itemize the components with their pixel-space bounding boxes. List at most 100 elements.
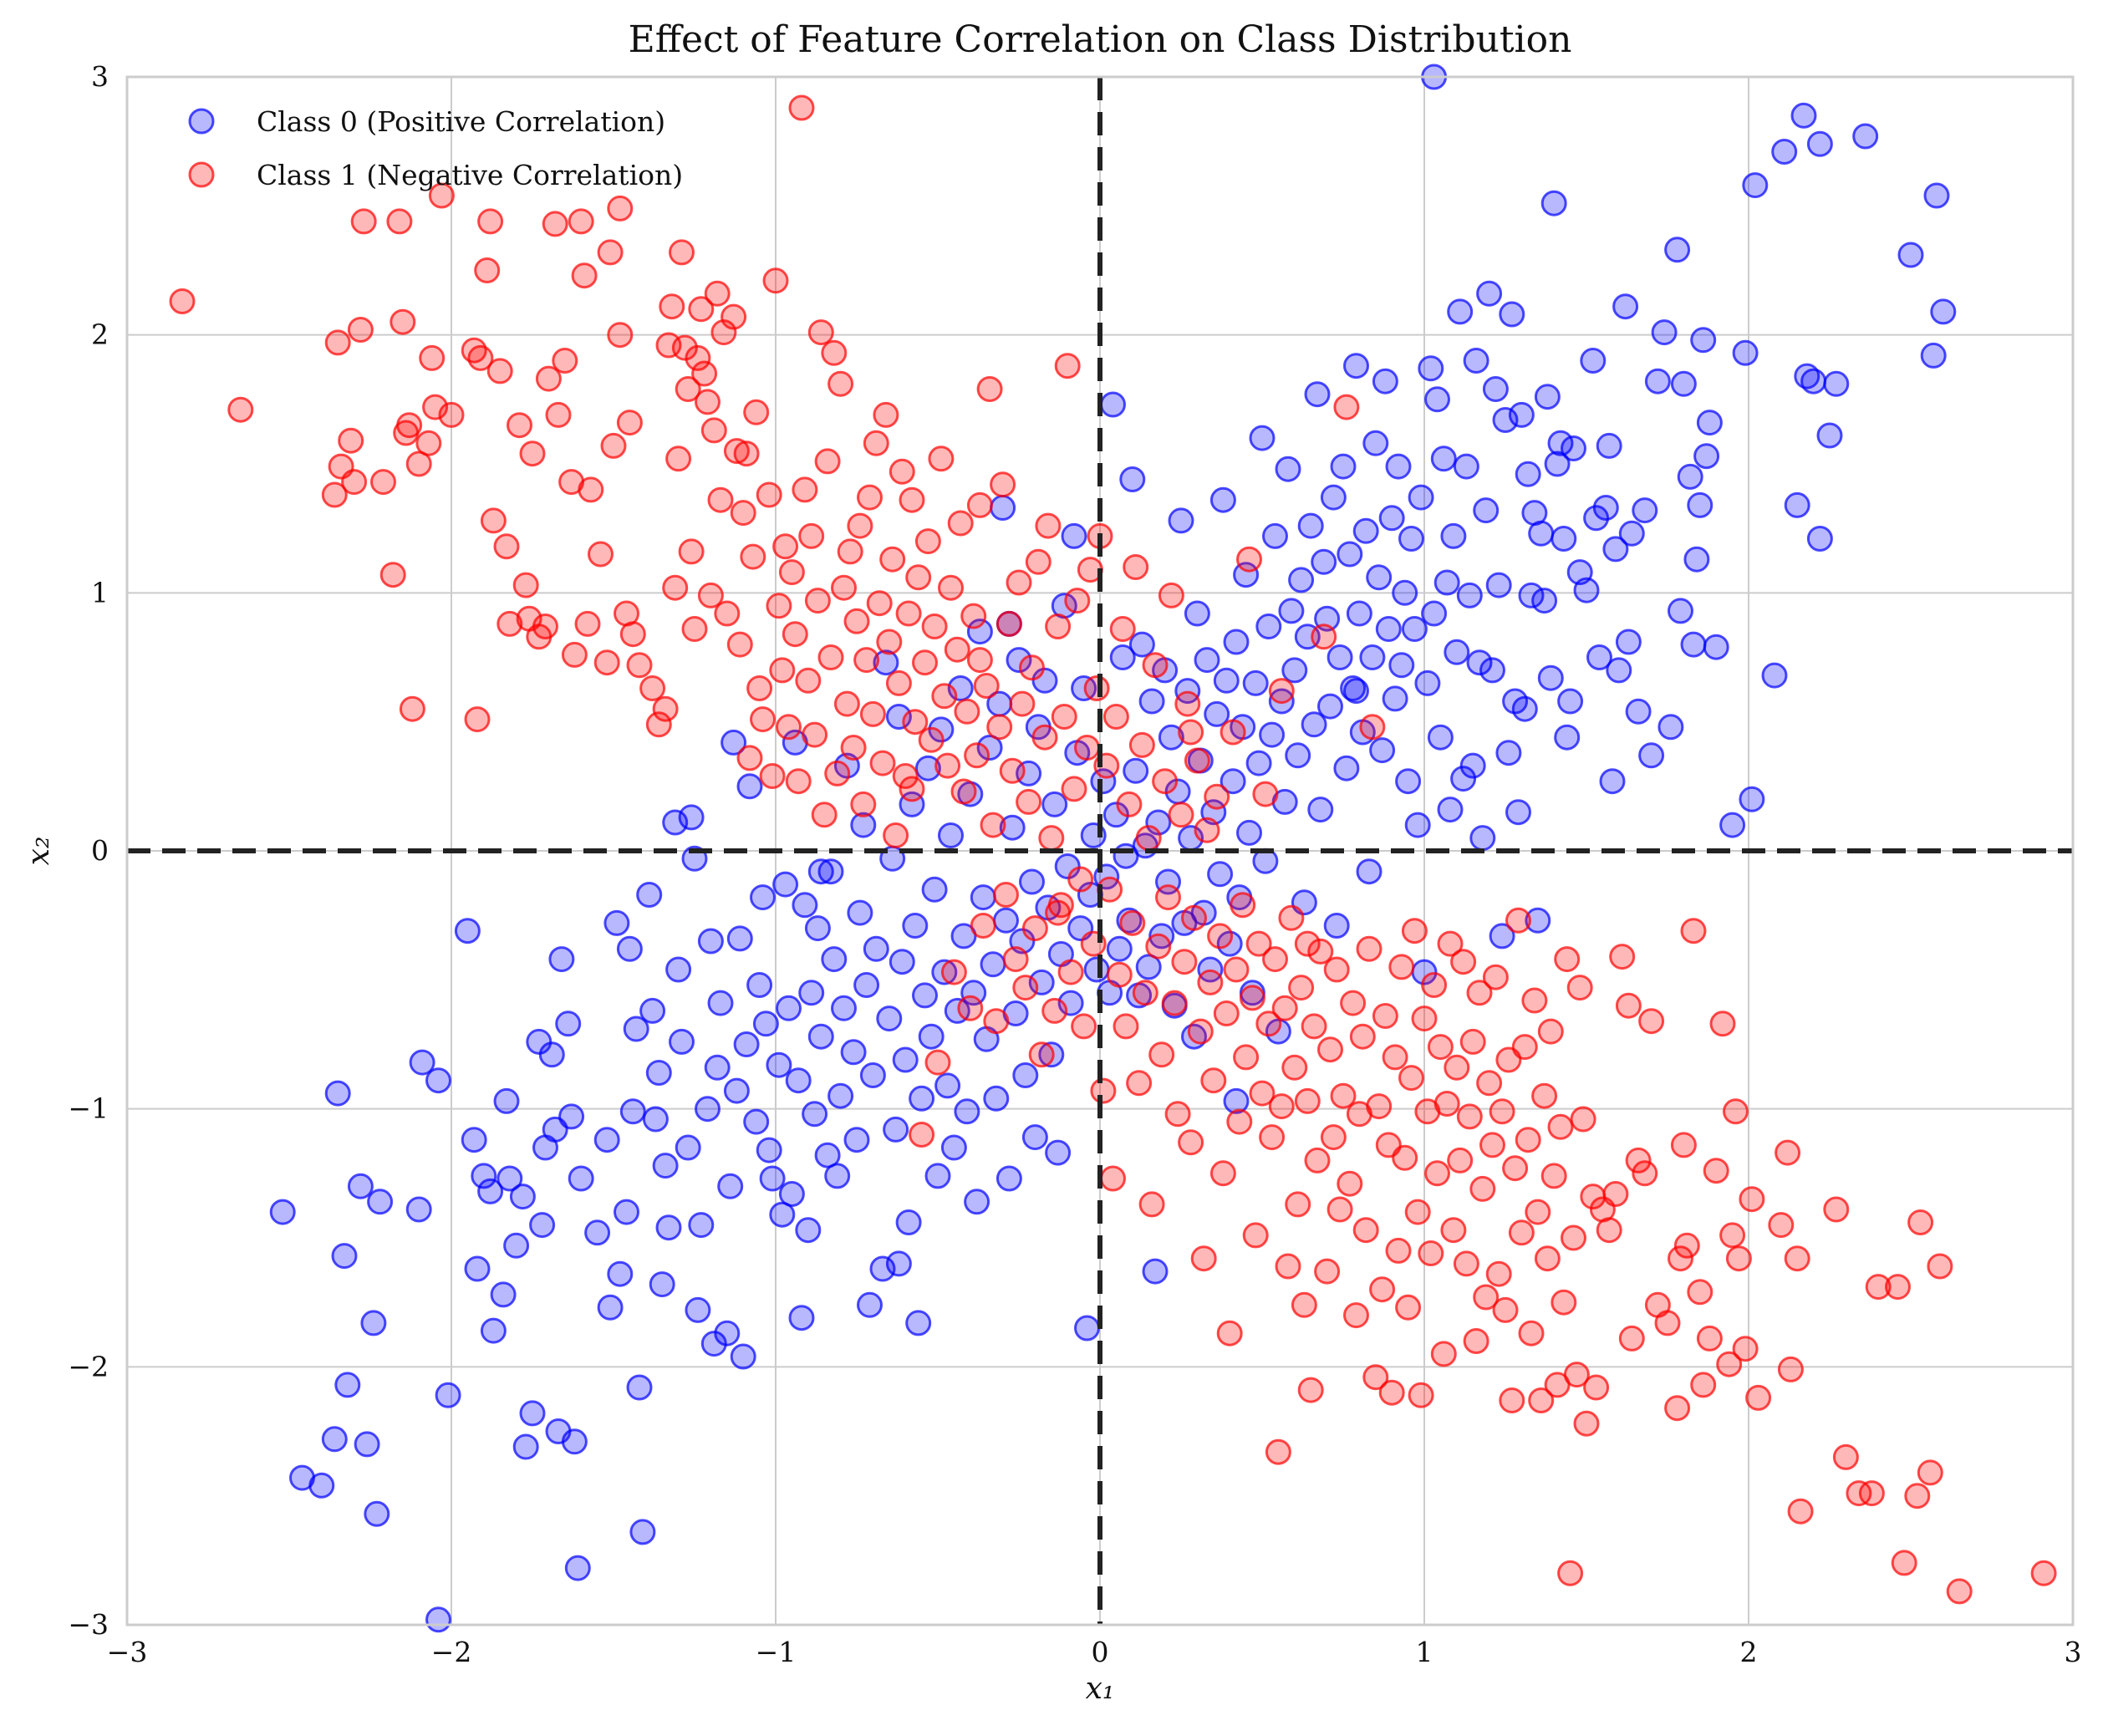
point-class-1: [934, 752, 961, 779]
point-class-1: [1615, 992, 1642, 1019]
point-class-1: [1537, 1018, 1564, 1045]
point-class-0: [1209, 486, 1236, 513]
point-class-1: [817, 644, 844, 670]
point-class-0: [1223, 1087, 1250, 1114]
point-class-1: [1226, 1108, 1253, 1135]
point-class-0: [1547, 430, 1574, 456]
point-class-1: [957, 995, 984, 1021]
point-class-1: [960, 603, 987, 629]
point-class-1: [1618, 1325, 1645, 1352]
point-class-0: [1019, 868, 1045, 895]
point-class-1: [1680, 918, 1707, 944]
point-class-0: [1278, 598, 1305, 624]
point-class-1: [859, 700, 886, 727]
point-class-0: [821, 946, 848, 973]
point-class-0: [1638, 742, 1665, 769]
point-class-0: [1447, 298, 1474, 325]
point-class-0: [843, 1127, 870, 1153]
point-class-0: [1463, 348, 1489, 374]
point-class-0: [730, 1343, 756, 1370]
point-class-0: [678, 804, 705, 831]
point-class-1: [399, 695, 425, 722]
point-class-1: [1123, 554, 1149, 580]
point-class-0: [1106, 935, 1133, 962]
point-class-1: [1106, 961, 1133, 988]
series-class-1: [169, 94, 2057, 1605]
point-class-0: [616, 935, 643, 962]
point-class-0: [509, 1184, 536, 1210]
point-class-1: [1573, 1410, 1600, 1437]
point-class-1: [552, 348, 578, 374]
point-class-0: [980, 951, 1006, 978]
point-class-1: [750, 706, 776, 733]
point-class-0: [1485, 572, 1512, 598]
point-class-0: [1311, 548, 1337, 575]
point-class-0: [873, 649, 899, 676]
point-class-1: [1128, 731, 1155, 758]
point-class-1: [876, 629, 903, 655]
point-class-1: [1190, 1245, 1217, 1272]
point-class-1: [954, 698, 980, 725]
point-class-0: [1100, 391, 1126, 418]
point-class-0: [1923, 182, 1950, 209]
point-class-0: [1320, 484, 1347, 511]
point-class-0: [1525, 907, 1551, 934]
point-class-0: [1680, 631, 1707, 658]
point-class-1: [827, 370, 854, 397]
point-class-1: [1113, 1013, 1139, 1040]
point-class-0: [759, 1165, 786, 1192]
point-class-0: [1343, 678, 1369, 705]
point-class-1: [486, 358, 513, 384]
point-class-0: [918, 1023, 945, 1050]
point-class-1: [1349, 1023, 1376, 1050]
y-tick-label: −3: [68, 1608, 109, 1641]
point-class-1: [710, 319, 737, 346]
point-class-1: [1463, 1328, 1489, 1354]
point-class-1: [1071, 1013, 1097, 1040]
point-class-0: [425, 1606, 451, 1633]
point-class-0: [750, 884, 776, 911]
point-class-1: [1369, 1276, 1396, 1303]
point-class-0: [1670, 370, 1697, 397]
point-class-0: [798, 980, 825, 1006]
point-class-0: [685, 1296, 711, 1323]
point-class-0: [1561, 435, 1586, 461]
legend-marker-class-1: [188, 161, 215, 188]
point-class-1: [545, 401, 572, 428]
point-class-1: [1025, 548, 1052, 575]
point-class-0: [700, 1331, 727, 1357]
point-class-0: [1440, 522, 1467, 549]
point-class-0: [688, 1212, 715, 1239]
point-class-0: [1297, 512, 1324, 539]
point-class-0: [558, 1103, 585, 1130]
point-class-1: [1028, 1041, 1055, 1068]
point-class-0: [555, 1011, 582, 1037]
point-class-0: [1021, 1124, 1048, 1151]
point-class-0: [1515, 461, 1541, 487]
point-class-1: [338, 427, 364, 454]
point-class-1: [811, 802, 838, 828]
point-class-1: [571, 262, 598, 289]
point-class-0: [1920, 342, 1947, 369]
point-class-1: [1447, 1147, 1474, 1173]
point-class-1: [883, 822, 909, 848]
point-class-1: [1946, 1578, 1973, 1605]
point-class-1: [1547, 1113, 1574, 1140]
point-class-0: [1466, 649, 1493, 676]
point-class-0: [807, 858, 834, 885]
point-class-0: [1790, 102, 1817, 129]
point-class-1: [659, 293, 685, 320]
point-class-0: [902, 913, 929, 939]
point-class-0: [607, 1260, 634, 1287]
point-class-1: [1784, 1245, 1810, 1272]
point-class-1: [914, 528, 941, 555]
point-class-1: [324, 329, 351, 356]
point-class-1: [1119, 909, 1146, 936]
point-class-1: [980, 812, 1006, 838]
point-class-0: [802, 1101, 828, 1128]
point-class-0: [1385, 453, 1412, 480]
point-class-0: [1262, 522, 1288, 549]
point-class-1: [999, 757, 1026, 784]
point-class-0: [914, 755, 941, 781]
point-class-1: [802, 721, 828, 748]
